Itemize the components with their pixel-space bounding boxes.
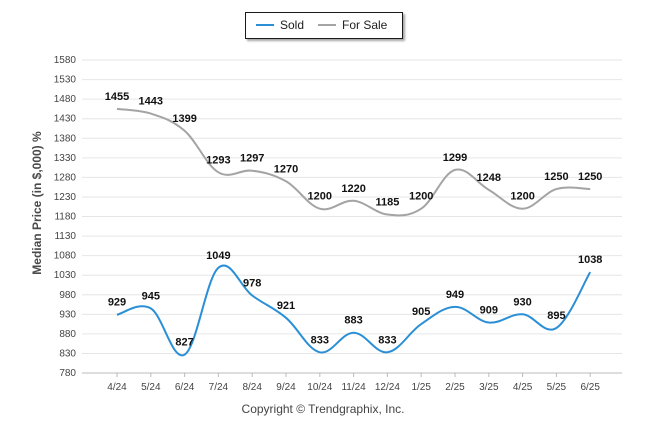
x-tick-label-5-25: 5/25 bbox=[547, 382, 567, 393]
data-label-sold-0: 929 bbox=[108, 297, 126, 309]
data-label-sold-3: 1049 bbox=[206, 250, 230, 262]
data-label-for-sale-5: 1270 bbox=[274, 163, 298, 175]
data-label-for-sale-3: 1293 bbox=[206, 154, 230, 166]
legend-item-sold[interactable]: Sold bbox=[256, 18, 304, 32]
data-label-for-sale-1: 1443 bbox=[139, 96, 163, 108]
y-tick-label-1530: 1530 bbox=[54, 75, 77, 86]
x-tick-label-8-24: 8/24 bbox=[242, 382, 262, 393]
y-axis-title: Median Price (in $,000) % bbox=[30, 131, 44, 275]
data-label-for-sale-12: 1200 bbox=[510, 191, 534, 203]
data-label-sold-11: 909 bbox=[480, 305, 498, 317]
data-label-sold-14: 1038 bbox=[578, 254, 602, 266]
y-tick-label-1430: 1430 bbox=[54, 114, 77, 125]
y-tick-label-1330: 1330 bbox=[54, 153, 77, 164]
x-tick-label-9-24: 9/24 bbox=[276, 382, 296, 393]
data-label-sold-5: 921 bbox=[277, 300, 295, 312]
data-label-for-sale-9: 1200 bbox=[409, 191, 433, 203]
y-tick-label-880: 880 bbox=[59, 329, 76, 340]
y-tick-label-980: 980 bbox=[59, 290, 76, 301]
legend-label-for-sale: For Sale bbox=[342, 18, 388, 32]
data-label-sold-8: 833 bbox=[378, 334, 396, 346]
y-tick-label-1130: 1130 bbox=[54, 231, 76, 242]
data-label-sold-10: 949 bbox=[446, 289, 464, 301]
series-line-sold bbox=[116, 264, 592, 357]
x-tick-label-6-24: 6/24 bbox=[175, 382, 195, 393]
x-tick-label-4-25: 4/25 bbox=[513, 382, 533, 393]
data-label-for-sale-4: 1297 bbox=[240, 153, 264, 165]
data-label-sold-4: 978 bbox=[243, 278, 261, 290]
copyright-text: Copyright © Trendgraphix, Inc. bbox=[241, 402, 405, 416]
y-tick-label-1480: 1480 bbox=[54, 94, 77, 105]
y-tick-label-1180: 1180 bbox=[54, 212, 76, 223]
x-tick-label-5-24: 5/24 bbox=[141, 382, 161, 393]
data-label-for-sale-2: 1399 bbox=[172, 113, 196, 125]
data-label-sold-12: 930 bbox=[513, 296, 531, 308]
data-label-sold-13: 895 bbox=[547, 310, 565, 322]
y-tick-label-780: 780 bbox=[59, 368, 76, 379]
data-label-for-sale-13: 1250 bbox=[544, 171, 568, 183]
x-tick-label-11-24: 11/24 bbox=[341, 382, 366, 393]
data-label-sold-2: 827 bbox=[175, 337, 193, 349]
x-tick-label-6-25: 6/25 bbox=[580, 382, 600, 393]
x-tick-label-12-24: 12/24 bbox=[375, 382, 400, 393]
y-tick-label-1030: 1030 bbox=[54, 270, 77, 281]
x-tick-label-7-24: 7/24 bbox=[209, 382, 229, 393]
data-label-for-sale-14: 1250 bbox=[578, 171, 602, 183]
x-tick-label-10-24: 10/24 bbox=[307, 382, 332, 393]
x-tick-label-4-24: 4/24 bbox=[107, 382, 127, 393]
data-label-for-sale-8: 1185 bbox=[375, 197, 399, 209]
y-tick-label-1080: 1080 bbox=[54, 251, 77, 262]
data-label-for-sale-10: 1299 bbox=[443, 152, 467, 164]
y-tick-label-1280: 1280 bbox=[54, 172, 77, 183]
y-tick-label-1230: 1230 bbox=[54, 192, 77, 203]
legend-item-for-sale[interactable]: For Sale bbox=[318, 18, 387, 32]
y-tick-label-830: 830 bbox=[59, 348, 76, 359]
series-line-for-sale bbox=[116, 107, 591, 217]
data-label-sold-6: 833 bbox=[311, 334, 329, 346]
data-label-for-sale-0: 1455 bbox=[105, 91, 129, 103]
data-label-sold-1: 945 bbox=[142, 290, 160, 302]
legend-label-sold: Sold bbox=[280, 18, 305, 32]
data-label-for-sale-6: 1200 bbox=[308, 191, 332, 203]
x-tick-label-3-25: 3/25 bbox=[479, 382, 499, 393]
legend: Sold For Sale bbox=[245, 12, 403, 39]
legend-swatch-sold bbox=[256, 24, 274, 26]
data-label-sold-7: 883 bbox=[344, 315, 362, 327]
data-label-sold-9: 905 bbox=[412, 306, 430, 318]
y-tick-label-1380: 1380 bbox=[54, 133, 77, 144]
legend-swatch-for-sale bbox=[318, 24, 336, 26]
y-tick-label-930: 930 bbox=[59, 309, 76, 320]
x-tick-label-1-25: 1/25 bbox=[411, 382, 431, 393]
data-label-for-sale-11: 1248 bbox=[477, 172, 501, 184]
x-tick-label-2-25: 2/25 bbox=[445, 382, 465, 393]
y-tick-label-1580: 1580 bbox=[54, 55, 77, 66]
data-label-for-sale-7: 1220 bbox=[341, 183, 365, 195]
